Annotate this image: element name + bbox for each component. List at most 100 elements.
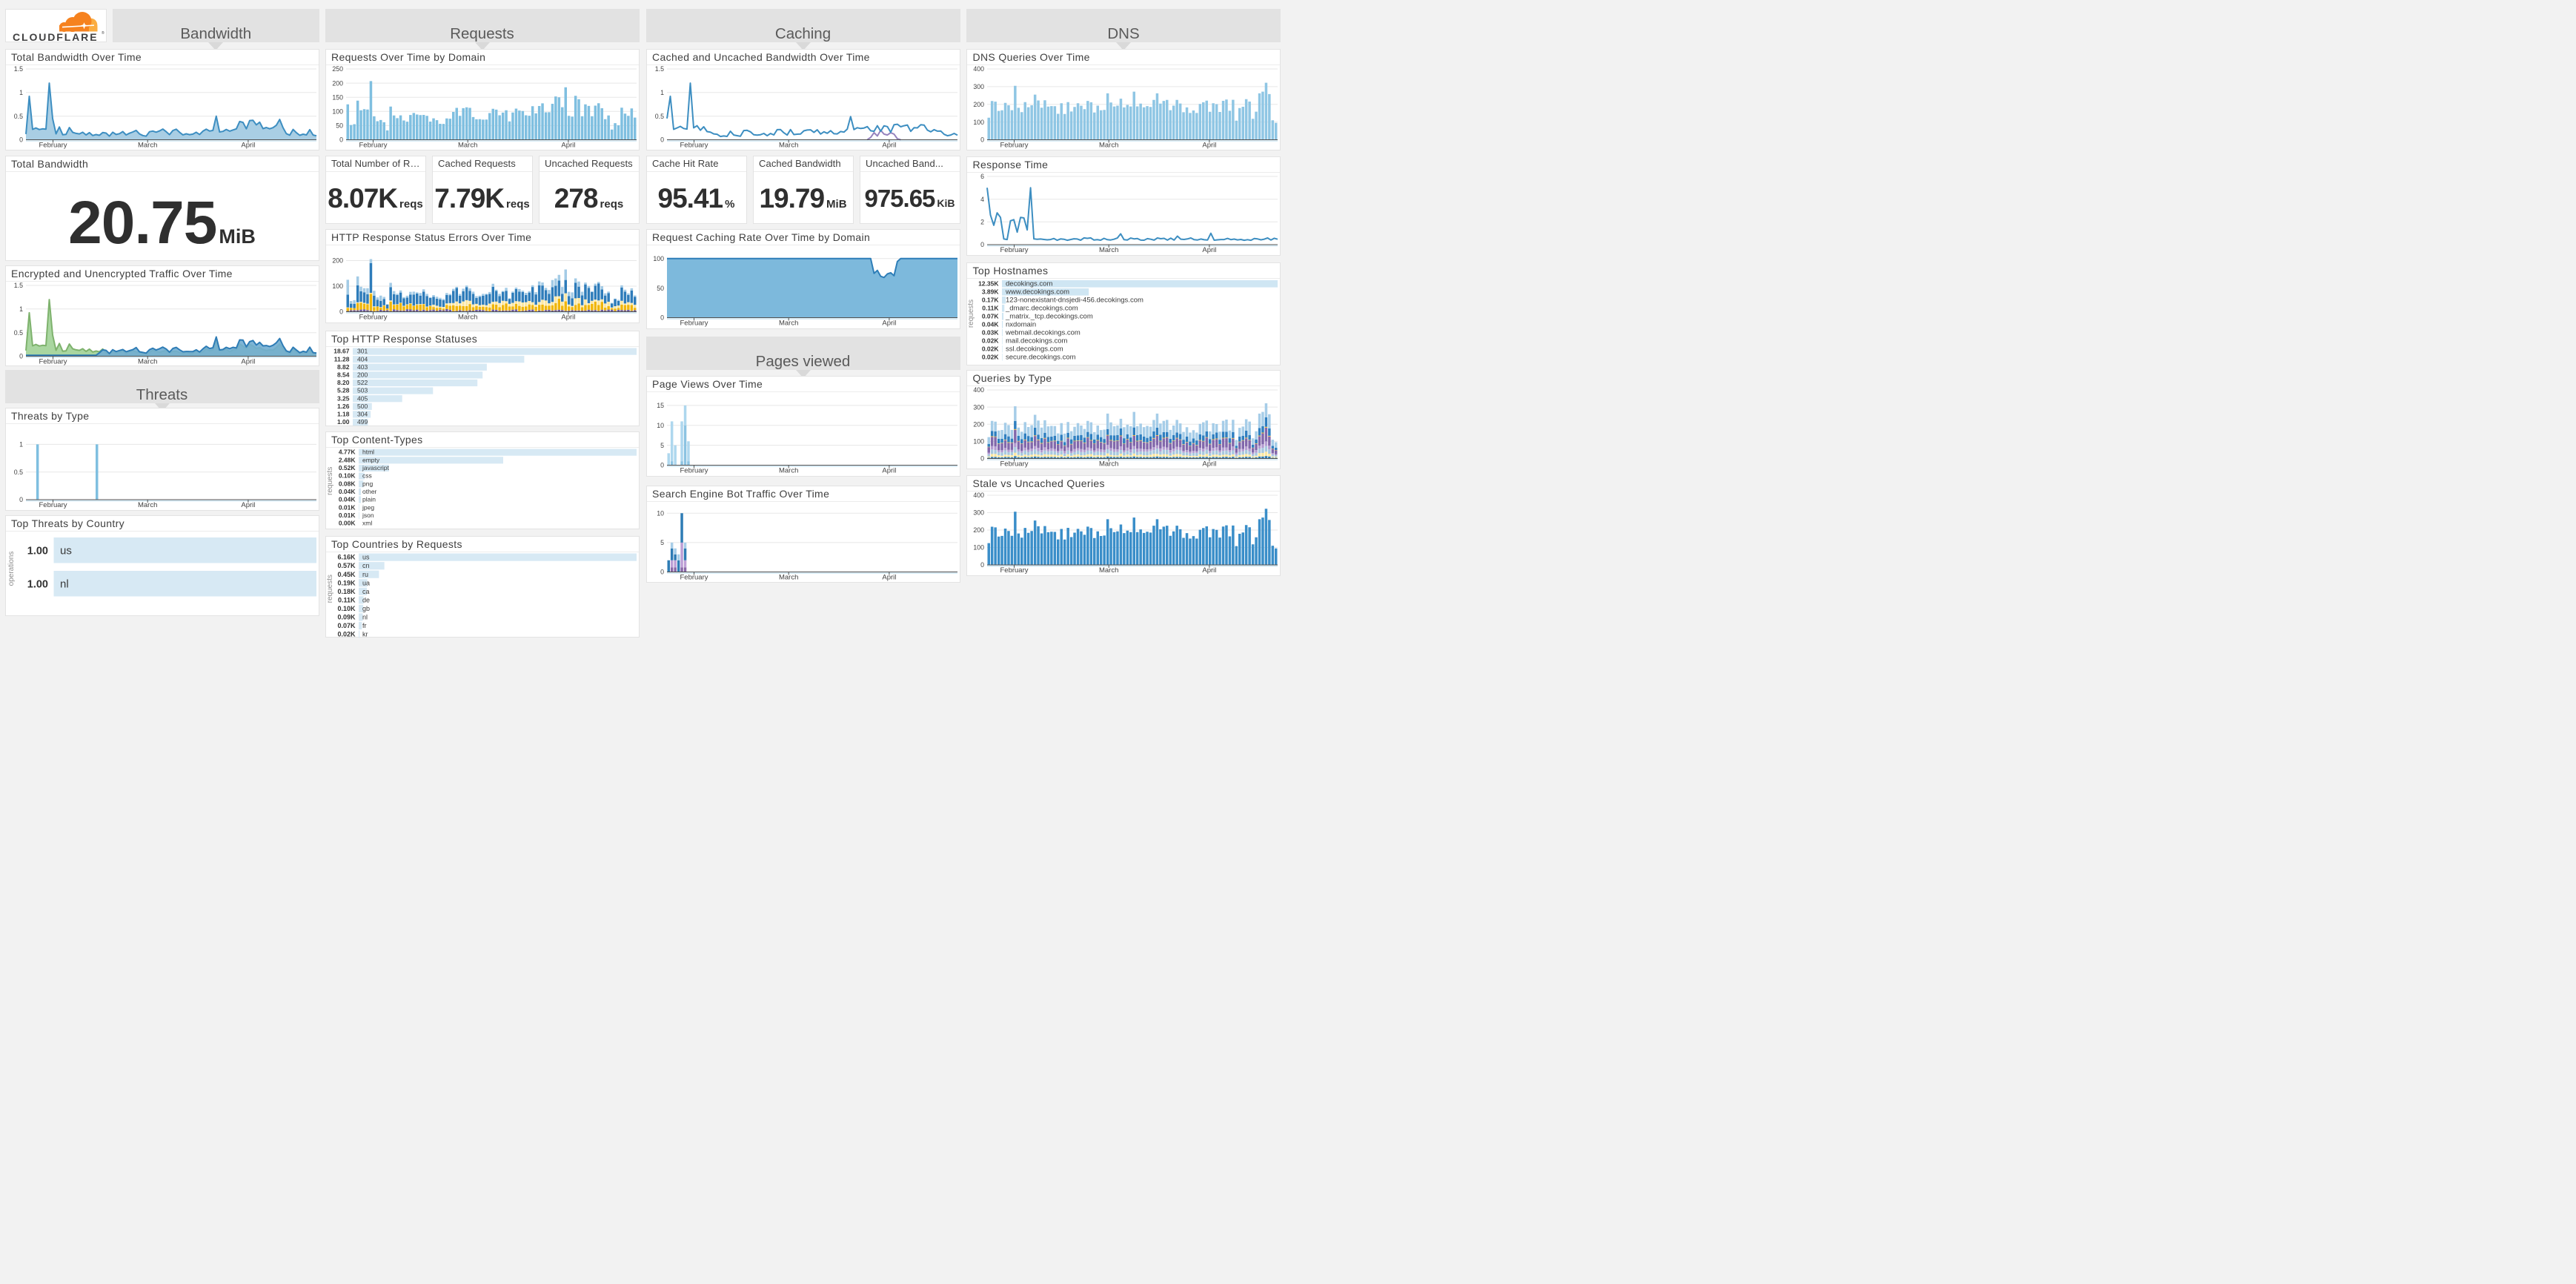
svg-text:webmail.decokings.com: webmail.decokings.com [1005, 329, 1080, 337]
svg-text:json: json [362, 512, 374, 519]
svg-text:March: March [778, 141, 797, 149]
svg-text:_dmarc.decokings.com: _dmarc.decokings.com [1005, 305, 1078, 313]
svg-text:150: 150 [332, 93, 343, 101]
svg-text:February: February [1000, 566, 1028, 575]
svg-text:1.18: 1.18 [336, 410, 349, 417]
svg-text:April: April [882, 320, 896, 328]
svg-text:April: April [241, 358, 255, 366]
svg-text:250: 250 [332, 65, 343, 73]
svg-text:403: 403 [357, 363, 368, 370]
svg-text:522: 522 [357, 379, 368, 386]
svg-text:0: 0 [660, 314, 664, 322]
svg-text:0.01K: 0.01K [338, 503, 356, 511]
svg-text:April: April [241, 141, 255, 149]
svg-text:April: April [1202, 141, 1216, 149]
svg-text:cn: cn [362, 562, 370, 569]
svg-text:500: 500 [357, 402, 368, 409]
svg-text:300: 300 [973, 83, 984, 90]
svg-text:0.04K: 0.04K [982, 321, 1000, 328]
svg-text:0.00K: 0.00K [338, 520, 356, 527]
svg-text:png: png [362, 480, 373, 487]
svg-text:March: March [457, 314, 477, 322]
svg-text:plain: plain [362, 496, 376, 503]
svg-text:de: de [362, 596, 370, 603]
svg-text:nl: nl [362, 613, 368, 621]
svg-text:100: 100 [332, 107, 343, 115]
svg-text:February: February [359, 141, 387, 149]
svg-text:11.28: 11.28 [333, 355, 349, 363]
svg-text:300: 300 [973, 509, 984, 516]
svg-text:decokings.com: decokings.com [1006, 280, 1052, 288]
svg-text:0: 0 [980, 454, 984, 462]
svg-text:requests: requests [326, 467, 334, 495]
svg-text:empty: empty [362, 456, 380, 463]
svg-text:www.decokings.com: www.decokings.com [1005, 288, 1069, 297]
svg-text:_matrix._tcp.decokings.com: _matrix._tcp.decokings.com [1005, 313, 1093, 321]
svg-text:300: 300 [973, 403, 984, 411]
svg-text:301: 301 [357, 347, 368, 354]
svg-text:100: 100 [332, 282, 343, 290]
svg-text:0.11K: 0.11K [982, 305, 999, 312]
svg-text:February: February [680, 467, 708, 475]
svg-text:0.10K: 0.10K [338, 472, 356, 480]
svg-text:February: February [39, 141, 67, 149]
svg-text:0.10K: 0.10K [337, 605, 356, 612]
svg-text:503: 503 [357, 386, 368, 394]
svg-text:5: 5 [660, 539, 664, 546]
svg-text:fr: fr [362, 622, 367, 629]
svg-text:0: 0 [660, 568, 664, 575]
svg-text:1: 1 [19, 89, 23, 96]
svg-text:operations: operations [7, 552, 16, 586]
svg-text:1.00: 1.00 [27, 546, 47, 557]
svg-text:March: March [137, 141, 156, 149]
svg-text:1.26: 1.26 [336, 402, 349, 409]
svg-text:0.04K: 0.04K [338, 496, 356, 503]
svg-text:0: 0 [19, 353, 23, 360]
svg-text:CLOUDFLARE: CLOUDFLARE [13, 31, 98, 43]
svg-text:March: March [1099, 566, 1118, 575]
svg-text:0.5: 0.5 [13, 112, 22, 119]
svg-text:4.77K: 4.77K [338, 449, 356, 456]
svg-text:nxdomain: nxdomain [1006, 321, 1036, 329]
svg-text:1.5: 1.5 [13, 65, 22, 73]
svg-text:us: us [362, 553, 370, 560]
svg-text:javascript: javascript [362, 464, 390, 471]
svg-text:100: 100 [653, 255, 664, 262]
svg-text:April: April [882, 141, 896, 149]
svg-text:jpeg: jpeg [362, 503, 374, 511]
svg-text:0.5: 0.5 [13, 469, 22, 476]
svg-text:100: 100 [973, 118, 984, 125]
svg-text:0.02K: 0.02K [982, 345, 1000, 353]
svg-text:April: April [882, 573, 896, 581]
svg-text:February: February [1000, 460, 1028, 468]
svg-text:200: 200 [332, 257, 343, 265]
svg-text:200: 200 [973, 101, 984, 108]
svg-text:0.02K: 0.02K [337, 630, 356, 638]
svg-text:6.16K: 6.16K [337, 553, 356, 560]
svg-text:April: April [1202, 566, 1216, 575]
svg-text:400: 400 [973, 65, 984, 73]
svg-text:15: 15 [657, 402, 664, 409]
svg-text:gb: gb [362, 605, 370, 612]
svg-text:8.54: 8.54 [336, 371, 349, 378]
svg-text:0.03K: 0.03K [982, 329, 1000, 337]
svg-text:ca: ca [362, 587, 370, 595]
svg-text:0.11K: 0.11K [337, 596, 355, 603]
svg-text:April: April [241, 501, 255, 509]
svg-text:304: 304 [357, 410, 368, 417]
svg-text:3.89K: 3.89K [982, 288, 1000, 296]
svg-text:®: ® [102, 30, 104, 36]
svg-text:100: 100 [973, 437, 984, 445]
svg-text:0.04K: 0.04K [338, 488, 356, 495]
svg-text:0.52K: 0.52K [338, 464, 356, 471]
svg-text:mail.decokings.com: mail.decokings.com [1006, 337, 1068, 345]
svg-text:0: 0 [980, 561, 984, 569]
svg-text:March: March [778, 467, 797, 475]
svg-text:400: 400 [973, 492, 984, 499]
svg-text:10: 10 [657, 422, 664, 429]
svg-text:March: March [778, 573, 797, 581]
svg-text:0: 0 [19, 496, 23, 503]
svg-text:6: 6 [980, 173, 984, 180]
svg-text:0.07K: 0.07K [982, 313, 1000, 320]
svg-text:50: 50 [657, 285, 664, 292]
